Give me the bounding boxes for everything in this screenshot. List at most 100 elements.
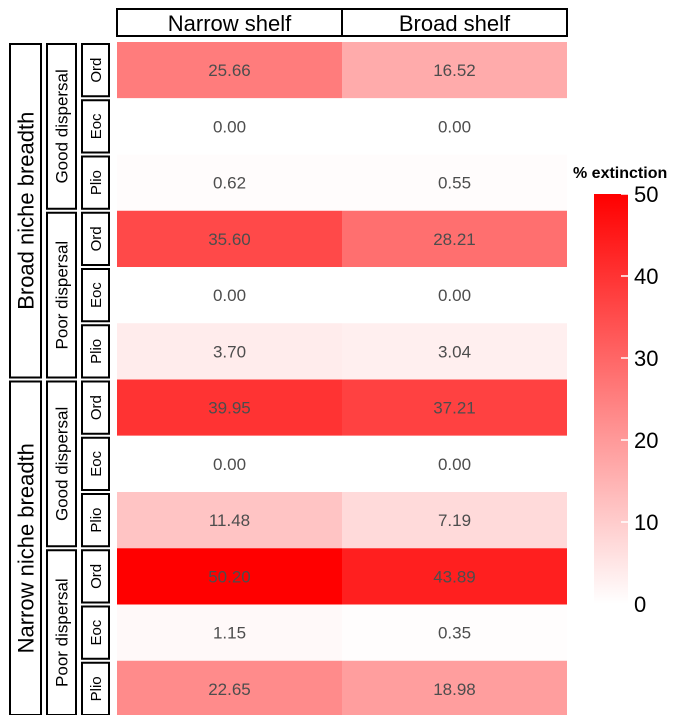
cell-value-label: 0.62 [213, 174, 246, 193]
cell-value-label: 0.00 [213, 117, 246, 136]
heatmap-cell [342, 42, 567, 99]
epoch-strip-label: Eoc [88, 282, 105, 308]
heatmap-cell [342, 98, 567, 155]
epoch-strip-box [81, 661, 110, 715]
cell-value-label: 0.00 [213, 286, 246, 305]
heatmap-cell [342, 492, 567, 549]
heatmap-cell [342, 323, 567, 380]
cell-value-label: 1.15 [213, 624, 246, 643]
cell-value-label: 11.48 [209, 511, 250, 530]
cell-value-label: 7.19 [438, 511, 471, 530]
epoch-strip-label: Plio [88, 676, 105, 701]
cell-value-label: 39.95 [208, 399, 251, 418]
heatmap-cell [342, 604, 567, 661]
dispersal-strip-box [46, 211, 77, 379]
heatmap-cell [117, 267, 342, 324]
niche-strip-label: Broad niche breadth [13, 112, 38, 310]
dispersal-strip-box [46, 43, 77, 210]
dispersal-strip-label: Good dispersal [53, 407, 72, 521]
column-header-broad-shelf: Broad shelf [399, 11, 511, 36]
dispersal-strip-label: Poor dispersal [53, 241, 72, 350]
cell-value-label: 25.66 [208, 61, 251, 80]
heatmap-cell [342, 435, 567, 492]
epoch-strip-box [81, 155, 110, 210]
cell-value-label: 16.52 [433, 61, 476, 80]
legend-tick-label: 40 [634, 264, 658, 289]
epoch-strip-label: Plio [88, 170, 105, 195]
epoch-strip-box [81, 99, 110, 154]
niche-strip-label: Narrow niche breadth [13, 443, 38, 653]
epoch-strip-label: Eoc [88, 450, 105, 476]
cell-value-label: 0.00 [438, 286, 471, 305]
legend-tick-label: 50 [634, 182, 658, 207]
cell-value-label: 0.00 [438, 117, 471, 136]
heatmap-cell [342, 379, 567, 436]
niche-strip-box [9, 380, 42, 715]
epoch-strip-label: Eoc [88, 619, 105, 645]
cell-value-label: 0.55 [438, 174, 471, 193]
dispersal-strip-box [46, 380, 77, 548]
epoch-strip-label: Ord [88, 226, 105, 251]
heatmap-cell [117, 154, 342, 211]
dispersal-strip-label: Good dispersal [53, 69, 72, 183]
heatmap-cell [117, 42, 342, 99]
heatmap-cell [117, 323, 342, 380]
heatmap-cell [342, 548, 567, 605]
color-legend: % extinction 0 10 20 30 40 50 [573, 165, 667, 617]
cell-value-label: 0.00 [438, 455, 471, 474]
legend-tick-label: 0 [634, 592, 646, 617]
epoch-strip-label: Plio [88, 508, 105, 533]
heatmap-cell [342, 154, 567, 211]
heatmap-cell [117, 98, 342, 155]
cell-value-label: 50.20 [208, 567, 251, 586]
cell-value-label: 35.60 [208, 230, 251, 249]
heatmap-cell [117, 379, 342, 436]
epoch-strip-box [81, 268, 110, 323]
epoch-strip-label: Plio [88, 339, 105, 364]
row-facet-strips: Broad niche breadth Narrow niche breadth G… [9, 43, 110, 715]
epoch-strip-box [81, 324, 110, 379]
legend-color-bar [594, 194, 628, 604]
legend-tick-label: 30 [634, 346, 658, 371]
cell-value-label: 37.21 [433, 399, 476, 418]
cell-value-label: 3.70 [213, 342, 246, 361]
legend-title: % extinction [573, 165, 667, 182]
epoch-strip-label: Ord [88, 564, 105, 589]
epoch-strip-box [81, 380, 110, 435]
heatmap-cell [117, 660, 342, 715]
column-header-narrow-shelf: Narrow shelf [168, 11, 292, 36]
cell-value-label: 28.21 [433, 230, 476, 249]
cell-value-label: 0.00 [213, 455, 246, 474]
epoch-strip-label: Ord [88, 395, 105, 420]
heatmap-cell [117, 492, 342, 549]
heatmap-cell [117, 210, 342, 267]
epoch-strip-box [81, 549, 110, 604]
cell-value-label: 0.35 [438, 624, 471, 643]
cell-value-label: 22.65 [208, 680, 251, 699]
legend-tick-label: 20 [634, 428, 658, 453]
heatmap-cell [342, 267, 567, 324]
cell-value-label: 18.98 [433, 680, 476, 699]
epoch-strip-label: Ord [88, 58, 105, 83]
epoch-strip-box [81, 493, 110, 548]
dispersal-strip-label: Poor dispersal [53, 578, 72, 687]
heatmap-cells: 25.66 16.52 0.00 0.00 0.62 0.55 35.60 28.21 0.00… [117, 42, 567, 715]
cell-value-label: 43.89 [433, 567, 476, 586]
heatmap-cell [117, 604, 342, 661]
heatmap-cell [342, 210, 567, 267]
heatmap-cell [117, 435, 342, 492]
column-header-box [341, 8, 568, 37]
epoch-strip-box [81, 605, 110, 660]
epoch-strip-label: Eoc [88, 113, 105, 139]
epoch-strip-box [81, 436, 110, 491]
niche-strip-box [9, 43, 42, 379]
dispersal-strip-box [46, 549, 77, 715]
heatmap-cell [342, 660, 567, 715]
legend-tick-label: 10 [634, 510, 658, 535]
column-headers: Narrow shelf Broad shelf [116, 8, 568, 37]
epoch-strip-box [81, 43, 110, 98]
epoch-strip-box [81, 211, 110, 266]
cell-value-label: 3.04 [438, 342, 471, 361]
heatmap-cell [117, 548, 342, 605]
